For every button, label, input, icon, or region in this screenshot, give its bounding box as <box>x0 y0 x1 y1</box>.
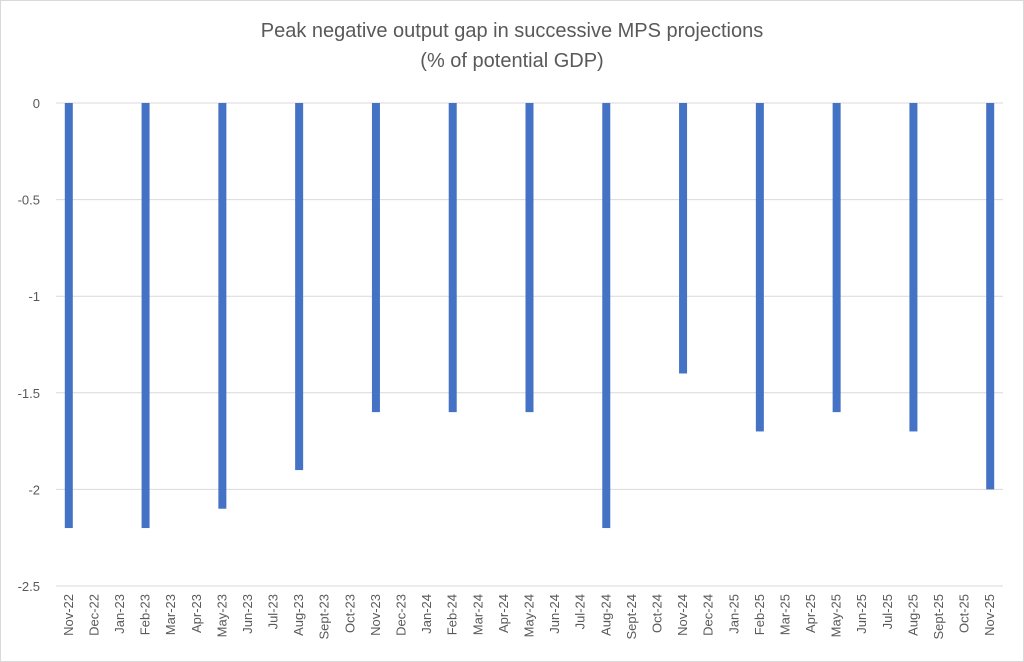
bar <box>141 103 150 529</box>
x-tick-label: Apr-24 <box>496 594 511 633</box>
x-tick-label: Aug-24 <box>598 594 613 636</box>
x-tick-label: Nov-25 <box>982 594 997 636</box>
x-tick-label: Feb-25 <box>752 594 767 635</box>
x-axis-tick-labels: Nov-22 Dec-22 Jan-23 Feb-23 Mar-23 Apr-23 May-… <box>61 594 997 640</box>
bar <box>755 103 764 432</box>
x-tick-label: Apr-25 <box>803 594 818 633</box>
bar <box>525 103 534 413</box>
x-tick-label: May-24 <box>522 594 537 637</box>
y-tick-label: -2.5 <box>18 579 40 594</box>
x-tick-label: Oct-24 <box>649 594 664 633</box>
x-tick-label: May-25 <box>829 594 844 637</box>
x-tick-label: Feb-23 <box>138 594 153 635</box>
x-tick-label: Sept-24 <box>624 594 639 640</box>
bar <box>371 103 380 413</box>
x-tick-label: Jun-25 <box>854 594 869 634</box>
x-tick-label: Mar-25 <box>777 594 792 635</box>
x-tick-label: Aug-25 <box>905 594 920 636</box>
x-tick-label: Dec-24 <box>701 594 716 636</box>
y-tick-label: -2 <box>28 482 40 497</box>
x-tick-label: Jul-25 <box>880 594 895 629</box>
y-tick-label: -0.5 <box>18 193 40 208</box>
x-tick-label: Jun-23 <box>240 594 255 634</box>
bar <box>832 103 841 413</box>
x-tick-label: Dec-23 <box>394 594 409 636</box>
x-tick-label: Jan-25 <box>726 594 741 634</box>
x-tick-label: Feb-24 <box>445 594 460 635</box>
bar <box>295 103 304 471</box>
bars <box>64 103 995 529</box>
bar <box>679 103 688 374</box>
bar <box>909 103 918 432</box>
x-tick-label: Jan-23 <box>112 594 127 634</box>
x-tick-label: May-23 <box>214 594 229 637</box>
x-tick-label: Dec-22 <box>86 594 101 636</box>
y-axis-tick-labels: 0 -0.5 -1 -1.5 -2 -2.5 <box>18 96 40 594</box>
bar <box>448 103 457 413</box>
x-tick-label: Oct-23 <box>342 594 357 633</box>
x-tick-label: Mar-24 <box>470 594 485 635</box>
bar <box>218 103 227 509</box>
x-tick-label: Jan-24 <box>419 594 434 634</box>
y-tick-label: -1 <box>28 289 40 304</box>
y-tick-label: -1.5 <box>18 386 40 401</box>
y-tick-label: 0 <box>33 96 40 111</box>
chart-title-block: Peak negative output gap in successive M… <box>0 16 1024 76</box>
x-tick-label: Aug-23 <box>291 594 306 636</box>
x-tick-label: Nov-23 <box>368 594 383 636</box>
x-tick-label: Oct-25 <box>957 594 972 633</box>
bar <box>64 103 73 529</box>
x-tick-label: Jun-24 <box>547 594 562 634</box>
x-tick-label: Nov-24 <box>675 594 690 636</box>
chart-subtitle: (% of potential GDP) <box>420 50 604 72</box>
x-tick-label: Jul-24 <box>573 594 588 629</box>
x-tick-label: Sept-25 <box>931 594 946 640</box>
bar <box>602 103 611 529</box>
chart-title: Peak negative output gap in successive M… <box>260 20 764 42</box>
x-tick-label: Jul-23 <box>266 594 281 629</box>
x-tick-label: Mar-23 <box>163 594 178 635</box>
x-tick-label: Sept-23 <box>317 594 332 640</box>
x-tick-label: Nov-22 <box>61 594 76 636</box>
x-tick-label: Apr-23 <box>189 594 204 633</box>
bar <box>986 103 995 490</box>
